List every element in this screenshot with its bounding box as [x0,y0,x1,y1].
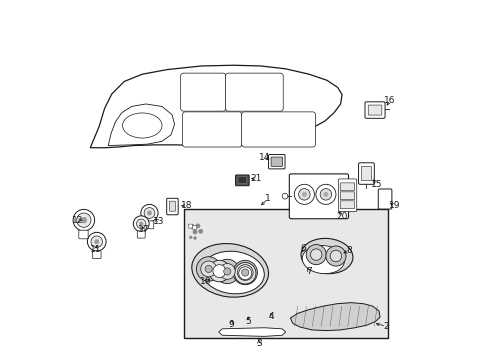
FancyBboxPatch shape [340,192,354,200]
Ellipse shape [122,113,162,138]
Circle shape [302,192,306,197]
Circle shape [234,262,255,284]
Text: 16: 16 [383,96,395,105]
Text: 13: 13 [153,217,164,226]
FancyBboxPatch shape [182,112,242,147]
Circle shape [223,268,230,275]
Text: 19: 19 [388,201,399,210]
FancyBboxPatch shape [169,201,175,211]
Circle shape [192,230,197,234]
FancyBboxPatch shape [364,102,384,118]
Text: 9: 9 [228,320,234,329]
Circle shape [77,213,91,227]
FancyBboxPatch shape [188,224,192,228]
Circle shape [198,229,203,233]
Text: 7: 7 [305,267,311,276]
Text: 5: 5 [244,317,250,326]
FancyBboxPatch shape [338,179,356,212]
Circle shape [195,224,200,228]
FancyBboxPatch shape [367,105,381,115]
FancyBboxPatch shape [361,166,371,181]
Text: 11: 11 [90,246,101,255]
Circle shape [315,184,335,204]
Circle shape [305,244,325,265]
Text: 17: 17 [137,225,149,234]
Text: 21: 21 [250,174,261,183]
Circle shape [190,225,194,229]
Circle shape [329,250,341,262]
Ellipse shape [302,246,344,274]
Circle shape [325,246,346,266]
Text: 15: 15 [371,180,382,189]
Text: 20: 20 [336,212,347,221]
Circle shape [323,192,327,197]
FancyBboxPatch shape [166,198,178,215]
Circle shape [73,210,94,231]
Text: 3: 3 [255,339,261,348]
Polygon shape [218,328,285,336]
Circle shape [215,259,239,284]
Circle shape [310,249,321,260]
Text: 2: 2 [383,322,388,331]
FancyBboxPatch shape [145,221,153,229]
Circle shape [282,193,287,199]
Circle shape [94,239,99,244]
FancyBboxPatch shape [238,177,246,183]
Ellipse shape [191,244,268,297]
FancyBboxPatch shape [340,201,354,209]
Text: 1: 1 [265,194,270,203]
Circle shape [294,184,314,204]
Ellipse shape [301,238,352,274]
Circle shape [136,219,145,228]
Circle shape [201,261,216,277]
FancyBboxPatch shape [180,73,225,111]
Circle shape [139,222,142,226]
Circle shape [147,211,151,215]
Polygon shape [290,303,379,330]
Circle shape [196,257,221,281]
Circle shape [81,217,86,223]
Circle shape [144,208,155,219]
FancyBboxPatch shape [268,154,285,169]
FancyBboxPatch shape [235,175,249,186]
Circle shape [320,189,331,200]
FancyBboxPatch shape [340,183,354,191]
FancyBboxPatch shape [79,230,88,239]
FancyBboxPatch shape [270,157,282,166]
Circle shape [237,265,253,280]
FancyBboxPatch shape [225,73,283,111]
Circle shape [233,260,257,285]
FancyBboxPatch shape [92,251,101,258]
Circle shape [91,236,102,247]
Circle shape [141,204,158,222]
Circle shape [204,265,212,273]
Circle shape [87,232,106,251]
Circle shape [133,216,149,231]
Circle shape [189,236,192,239]
Text: 8: 8 [346,246,351,255]
FancyBboxPatch shape [192,226,196,229]
Ellipse shape [202,251,264,294]
FancyBboxPatch shape [241,112,315,147]
Circle shape [298,189,309,200]
FancyBboxPatch shape [137,231,145,238]
Circle shape [219,264,235,279]
Circle shape [212,265,225,278]
Circle shape [193,237,196,239]
FancyBboxPatch shape [378,189,391,209]
Text: 18: 18 [181,201,192,210]
Text: 4: 4 [268,312,274,321]
Circle shape [238,267,251,280]
Text: 10: 10 [200,276,211,285]
Bar [183,209,387,338]
FancyBboxPatch shape [358,163,373,184]
Text: 12: 12 [72,216,83,225]
FancyBboxPatch shape [289,174,348,219]
Circle shape [241,269,248,276]
Text: 6: 6 [300,244,306,253]
Text: 14: 14 [258,153,269,162]
Circle shape [208,260,230,282]
